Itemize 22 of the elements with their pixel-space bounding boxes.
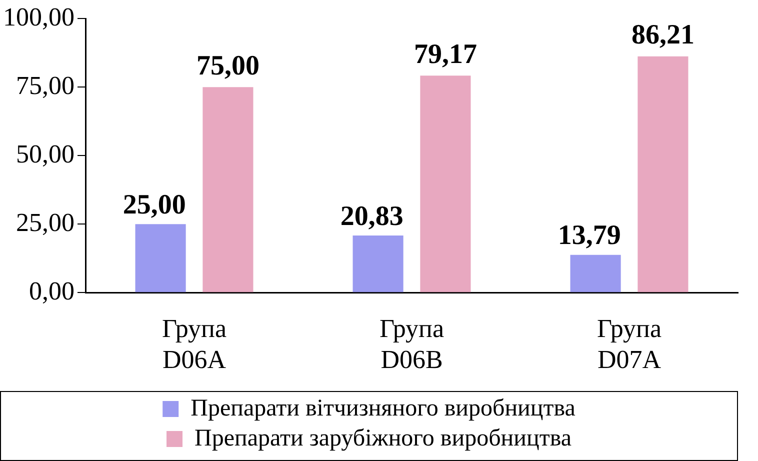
y-tick-label: 75,00 xyxy=(16,70,74,100)
x-tick-label: Група D06B xyxy=(379,314,444,374)
bar xyxy=(202,87,254,292)
data-label: 25,00 xyxy=(122,189,186,220)
data-label: 75,00 xyxy=(196,50,260,82)
bar xyxy=(352,236,404,292)
y-tick-label: 25,00 xyxy=(16,208,74,237)
y-tick-label: 100,00 xyxy=(3,2,74,32)
y-tick-label: 0,00 xyxy=(29,276,74,306)
legend-label: Препарати зарубіжного виробництва xyxy=(194,425,572,452)
bar xyxy=(638,56,688,292)
data-label: 13,79 xyxy=(558,220,621,252)
x-tick-label: Група D07A xyxy=(596,314,662,374)
bar xyxy=(420,76,471,292)
data-label: 20,83 xyxy=(340,200,404,232)
x-tick-label: Група D06A xyxy=(162,314,227,374)
bar xyxy=(570,254,621,292)
data-label: 79,17 xyxy=(414,38,477,70)
bar xyxy=(135,224,186,292)
y-tick-label: 50,00 xyxy=(16,139,74,168)
legend-label: Препарати вітчизняного виробництва xyxy=(190,395,576,422)
data-label: 86,21 xyxy=(631,20,694,51)
